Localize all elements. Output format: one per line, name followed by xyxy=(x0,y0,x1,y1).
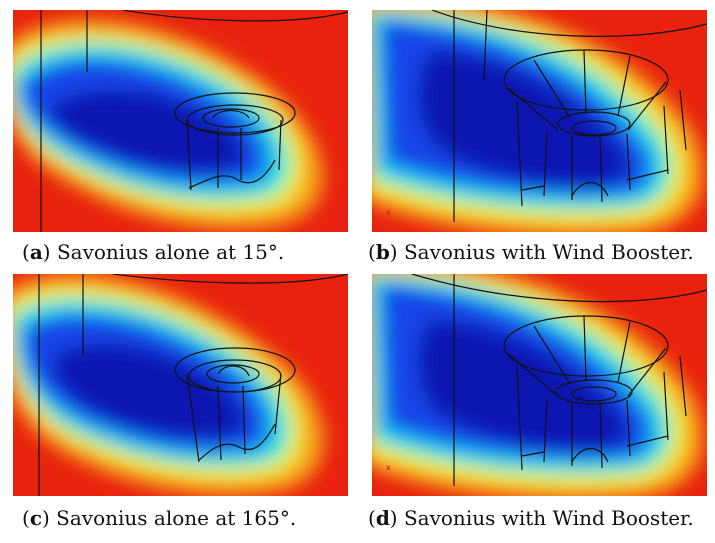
caption-c: (c) Savonius alone at 165°. xyxy=(22,506,297,530)
wake-region xyxy=(372,274,704,496)
wireframe-rotor xyxy=(38,274,348,496)
flow-field-plot-c xyxy=(13,274,348,496)
panel-c-savonius-alone-165 xyxy=(13,274,348,496)
panel-a-savonius-alone-15 xyxy=(13,10,348,232)
flow-field-plot-b: x xyxy=(372,10,707,232)
caption-tag-a: a xyxy=(29,240,43,264)
caption-text-b: Savonius with Wind Booster. xyxy=(397,240,694,264)
wind-booster-wireframe xyxy=(411,274,707,486)
flow-field-plot-d: x xyxy=(372,274,707,496)
caption-a: (a) Savonius alone at 15°. xyxy=(22,240,285,264)
panel-d-savonius-with-booster: x xyxy=(372,274,707,496)
caption-d: (d) Savonius with Wind Booster. xyxy=(368,506,694,530)
caption-tag-b: b xyxy=(375,240,390,264)
flow-field-plot-a xyxy=(13,10,348,232)
caption-tag-c: c xyxy=(29,506,42,530)
wind-booster-wireframe xyxy=(431,10,707,222)
wake-region xyxy=(372,10,704,232)
wake-region xyxy=(13,19,324,230)
caption-tag-d: d xyxy=(375,506,390,530)
caption-text-d: Savonius with Wind Booster. xyxy=(397,506,694,530)
axis-marker-x: x xyxy=(386,463,391,472)
wake-region xyxy=(13,274,325,496)
caption-text-c: Savonius alone at 165°. xyxy=(49,506,297,530)
caption-b: (b) Savonius with Wind Booster. xyxy=(368,240,694,264)
wireframe-rotor xyxy=(40,10,348,232)
axis-marker-x: x xyxy=(386,208,391,217)
panel-b-savonius-with-booster: x xyxy=(372,10,707,232)
caption-text-a: Savonius alone at 15°. xyxy=(50,240,285,264)
